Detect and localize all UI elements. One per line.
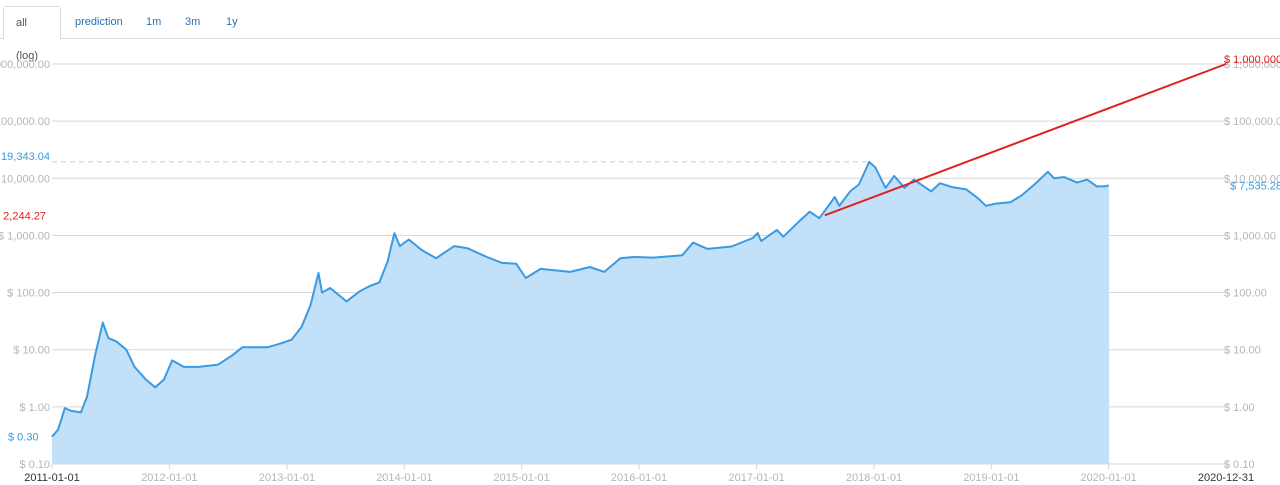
x-tick-label: 2012-01-01 xyxy=(141,472,197,484)
start-price-label: $ 0.30 xyxy=(8,432,39,444)
x-tick-label: 2018-01-01 xyxy=(846,472,902,484)
y-tick-label-left: $ 10.00 xyxy=(13,345,50,357)
axis-labels: $ 1,000,000.00 $ 1,000,000.00 $ 100,000.00… xyxy=(0,59,1280,484)
y-tick-label-right: $ 1,000,000.00 xyxy=(1224,59,1280,71)
y-tick-label-right: $ 1.00 xyxy=(1224,402,1255,414)
last-price-label: $ 7,535.28 xyxy=(1230,180,1280,192)
y-tick-label-left: $ 0.10 xyxy=(19,459,50,471)
price-chart: $ 1,000,000.00$ 1,000,000.00$ 100,000.00… xyxy=(0,54,1280,484)
tab-bar: all (log) prediction 1m 3m 1y xyxy=(0,0,1280,62)
tab-all-log[interactable]: all (log) xyxy=(3,6,61,62)
y-tick-label-left: $ 100,000.00 xyxy=(0,116,50,128)
y-tick-label-right: $ 0.10 xyxy=(1224,459,1255,471)
annotations: $ 19,343.04 $ 0.30 $ 7,535.28 $ 2,244.27 $ 1… xyxy=(0,54,1280,444)
x-tick-label: 2020-01-01 xyxy=(1081,472,1137,484)
price-area xyxy=(52,161,1110,464)
y-tick-label-left: $ 1,000.00 xyxy=(0,230,50,242)
y-tick-label-left: $ 10,000.00 xyxy=(0,173,50,185)
x-tick-label: 2011-01-01 xyxy=(24,472,79,484)
prediction-end-label: $ 1,000,000.00 xyxy=(1224,54,1280,66)
price-line xyxy=(51,160,1109,438)
y-tick-label-right: $ 10,000.00 xyxy=(1224,173,1280,185)
y-tick-label-right: $ 10.00 xyxy=(1224,345,1261,357)
tab-1m[interactable]: 1m xyxy=(146,16,162,28)
high-label: $ 19,343.04 xyxy=(0,151,50,163)
tab-prediction[interactable]: prediction xyxy=(75,16,123,28)
x-tick-label: 2020-12-31 xyxy=(1198,472,1254,484)
x-tick-label: 2014-01-01 xyxy=(376,472,432,484)
x-tick-label: 2013-01-01 xyxy=(259,472,315,484)
x-tick-label: 2019-01-01 xyxy=(963,472,1019,484)
y-tick-label-right: $ 100.00 xyxy=(1224,288,1267,300)
y-tick-label-left: $ 100.00 xyxy=(7,288,50,300)
tab-1y[interactable]: 1y xyxy=(226,16,238,28)
x-tick-label: 2016-01-01 xyxy=(611,472,667,484)
prediction-start-label: $ 2,244.27 xyxy=(0,210,46,222)
y-tick-label-left: $ 1.00 xyxy=(19,402,50,414)
y-tick-label-left: $ 1,000,000.00 xyxy=(0,59,50,71)
y-tick-label-right: $ 100,000.00 xyxy=(1224,116,1280,128)
price-area-fill xyxy=(52,161,1109,464)
prediction-line xyxy=(824,63,1227,217)
tab-3m[interactable]: 3m xyxy=(185,16,201,28)
y-tick-label-right: $ 1,000.00 xyxy=(1224,230,1276,242)
price-series-line xyxy=(51,160,1109,438)
x-tick-label: 2015-01-01 xyxy=(494,472,550,484)
x-tick-label: 2017-01-01 xyxy=(729,472,785,484)
